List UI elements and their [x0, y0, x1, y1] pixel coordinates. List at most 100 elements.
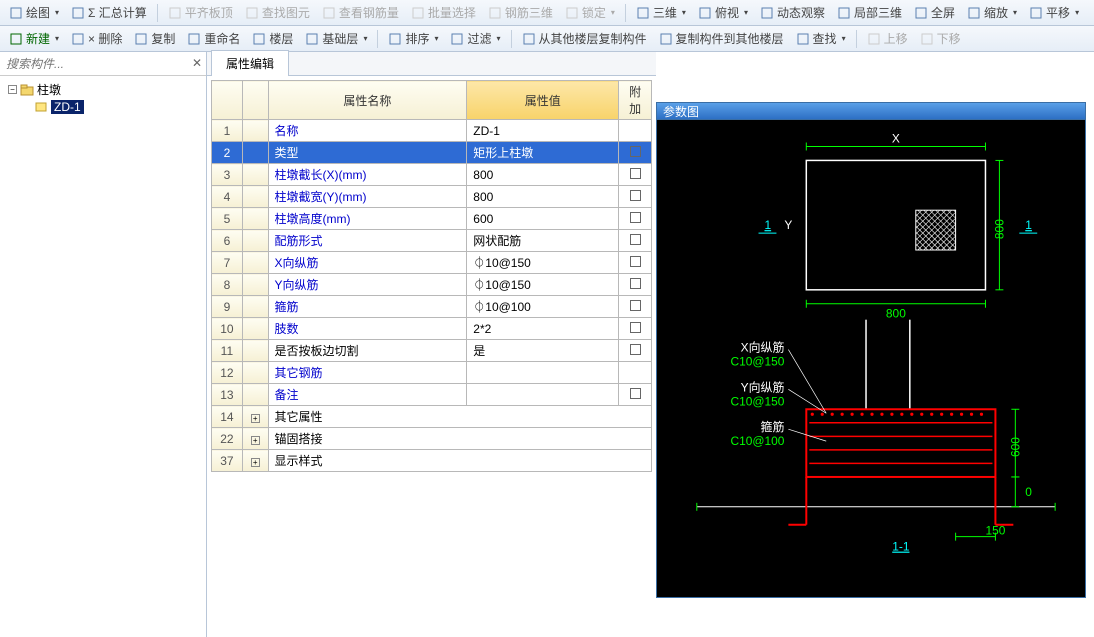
property-row[interactable]: 14+其它属性 — [212, 406, 652, 428]
top-view-button[interactable]: 俯视▾ — [693, 2, 753, 23]
property-value[interactable] — [467, 362, 619, 384]
header-value: 属性值 — [467, 81, 619, 120]
pan-button[interactable]: 平移▾ — [1024, 2, 1084, 23]
fullscreen-icon — [914, 6, 928, 20]
property-name: 柱墩截长(X)(mm) — [275, 168, 367, 182]
diagram-title: 参数图 — [656, 102, 1086, 120]
batch-select-button: 批量选择 — [406, 2, 481, 23]
draw-button[interactable]: 绘图▾ — [4, 2, 64, 23]
floor-select-button[interactable]: 基础层▾ — [300, 28, 372, 49]
rename-button[interactable]: 重命名 — [182, 28, 245, 49]
property-name: 锚固搭接 — [275, 432, 323, 446]
property-row[interactable]: 9箍筋⏀10@100 — [212, 296, 652, 318]
search-box: ✕ — [0, 52, 206, 76]
property-row[interactable]: 5柱墩高度(mm)600 — [212, 208, 652, 230]
property-row[interactable]: 7X向纵筋⏀10@150 — [212, 252, 652, 274]
extra-checkbox[interactable] — [630, 146, 641, 157]
floor-button[interactable]: 楼层 — [247, 28, 298, 49]
property-value[interactable]: 矩形上柱墩 — [467, 142, 619, 164]
parameter-diagram: X800Y80011X向纵筋C10@150Y向纵筋C10@150箍筋C10@10… — [656, 120, 1086, 598]
extra-checkbox[interactable] — [630, 388, 641, 399]
property-row[interactable]: 13备注 — [212, 384, 652, 406]
extra-checkbox[interactable] — [630, 344, 641, 355]
tab-property-edit[interactable]: 属性编辑 — [211, 50, 289, 76]
find-button[interactable]: 查找▾ — [791, 28, 851, 49]
find-element-button: 查找图元 — [240, 2, 315, 23]
property-row[interactable]: 12其它钢筋 — [212, 362, 652, 384]
copy-from-floor-button[interactable]: 从其他楼层复制构件 — [517, 28, 652, 49]
move-down-icon — [920, 32, 934, 46]
property-value[interactable] — [467, 384, 619, 406]
move-up-button: 上移 — [862, 28, 913, 49]
tree-root[interactable]: − 柱墩 — [0, 80, 206, 99]
local-3d-button[interactable]: 局部三维 — [832, 2, 907, 23]
svg-text:1-1: 1-1 — [892, 540, 910, 554]
property-row[interactable]: 8Y向纵筋⏀10@150 — [212, 274, 652, 296]
search-input[interactable] — [0, 52, 206, 75]
orbit-button[interactable]: 动态观察 — [755, 2, 830, 23]
extra-checkbox[interactable] — [630, 278, 641, 289]
property-row[interactable]: 6配筋形式网状配筋 — [212, 230, 652, 252]
svg-text:箍筋: 箍筋 — [761, 419, 785, 434]
property-row[interactable]: 37+显示样式 — [212, 450, 652, 472]
extra-checkbox[interactable] — [630, 322, 641, 333]
lock-icon — [565, 6, 579, 20]
filter-button[interactable]: 过滤▾ — [445, 28, 505, 49]
extra-checkbox[interactable] — [630, 212, 641, 223]
3d-view-icon — [636, 6, 650, 20]
svg-text:1: 1 — [1025, 218, 1032, 232]
property-row[interactable]: 4柱墩截宽(Y)(mm)800 — [212, 186, 652, 208]
property-value[interactable]: 是 — [467, 340, 619, 362]
copy-to-floor-button[interactable]: 复制构件到其他楼层 — [654, 28, 789, 49]
expand-icon[interactable]: + — [251, 458, 260, 467]
sort-button[interactable]: 排序▾ — [383, 28, 443, 49]
copy-button[interactable]: 复制 — [129, 28, 180, 49]
svg-text:800: 800 — [992, 219, 1006, 239]
delete-button[interactable]: × 删除 — [66, 28, 127, 49]
new-button[interactable]: 新建▾ — [4, 28, 64, 49]
fullscreen-button[interactable]: 全屏 — [909, 2, 960, 23]
property-value[interactable]: 600 — [467, 208, 619, 230]
extra-checkbox[interactable] — [630, 168, 641, 179]
svg-text:C10@100: C10@100 — [730, 434, 784, 448]
extra-checkbox[interactable] — [630, 256, 641, 267]
property-row[interactable]: 2类型矩形上柱墩 — [212, 142, 652, 164]
pan-icon — [1029, 6, 1043, 20]
property-value[interactable]: ⏀10@100 — [467, 296, 619, 318]
orbit-icon — [760, 6, 774, 20]
3d-view-button[interactable]: 三维▾ — [631, 2, 691, 23]
svg-text:C10@150: C10@150 — [730, 354, 784, 368]
extra-checkbox[interactable] — [630, 300, 641, 311]
extra-checkbox[interactable] — [630, 190, 641, 201]
property-row[interactable]: 1名称ZD-1 — [212, 120, 652, 142]
property-value[interactable]: 2*2 — [467, 318, 619, 340]
property-value[interactable]: 800 — [467, 186, 619, 208]
svg-text:C10@150: C10@150 — [730, 394, 784, 408]
property-row[interactable]: 11是否按板边切割是 — [212, 340, 652, 362]
summary-calc-button[interactable]: Σ 汇总计算 — [66, 2, 152, 23]
top-view-icon — [698, 6, 712, 20]
lock-button: 锁定▾ — [560, 2, 620, 23]
property-value[interactable]: ⏀10@150 — [467, 252, 619, 274]
property-name: 名称 — [275, 124, 299, 138]
clear-search-icon[interactable]: ✕ — [192, 56, 202, 70]
rename-icon — [187, 32, 201, 46]
property-row[interactable]: 3柱墩截长(X)(mm)800 — [212, 164, 652, 186]
expand-icon[interactable]: + — [251, 436, 260, 445]
collapse-icon[interactable]: − — [8, 85, 17, 94]
tab-strip: 属性编辑 — [207, 52, 656, 76]
property-value[interactable]: ⏀10@150 — [467, 274, 619, 296]
tree-item[interactable]: ZD-1 — [0, 99, 206, 115]
svg-text:X: X — [892, 132, 900, 146]
folder-icon — [20, 84, 34, 96]
property-value[interactable]: ZD-1 — [467, 120, 619, 142]
property-value[interactable]: 网状配筋 — [467, 230, 619, 252]
zoom-button[interactable]: 缩放▾ — [962, 2, 1022, 23]
property-value[interactable]: 800 — [467, 164, 619, 186]
expand-icon[interactable]: + — [251, 414, 260, 423]
svg-text:Y: Y — [784, 218, 792, 232]
property-row[interactable]: 22+锚固搭接 — [212, 428, 652, 450]
extra-checkbox[interactable] — [630, 234, 641, 245]
property-name: 其它属性 — [275, 410, 323, 424]
property-row[interactable]: 10肢数2*2 — [212, 318, 652, 340]
